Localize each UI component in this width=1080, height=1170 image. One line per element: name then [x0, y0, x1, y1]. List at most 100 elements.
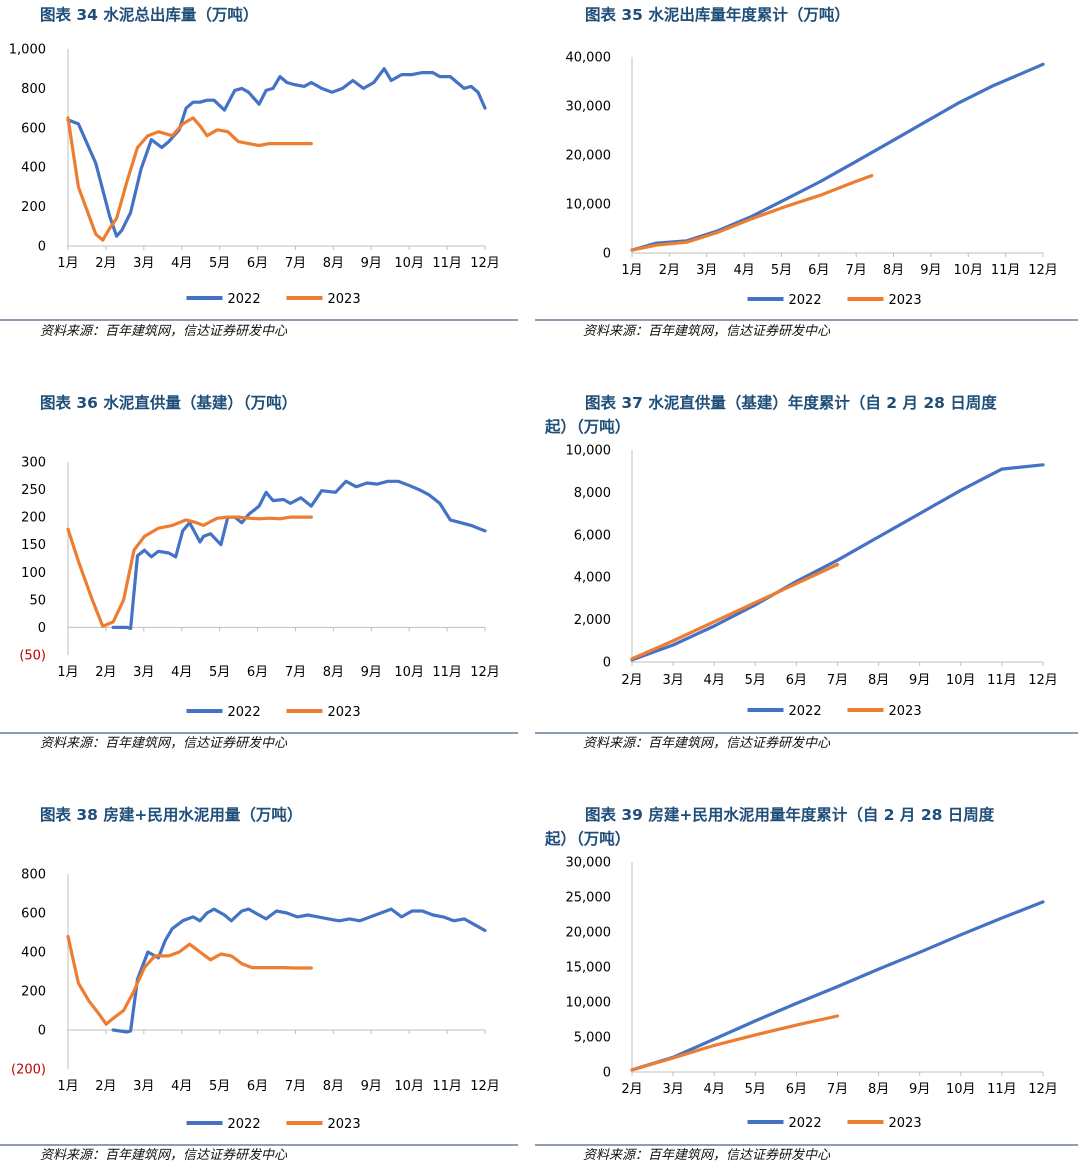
x-tick-label: 8月	[868, 673, 889, 688]
series-line-2022	[630, 900, 1045, 1072]
source-note: 资料来源：百年建筑网，信达证券研发中心	[40, 1148, 288, 1163]
y-tick-label: 1,000	[9, 43, 46, 58]
y-tick-label: 4,000	[574, 571, 611, 586]
y-tick-label: 800	[21, 82, 46, 97]
y-tick-label: 15,000	[566, 961, 612, 976]
y-tick-label: 0	[38, 621, 46, 636]
y-tick-label: 10,000	[566, 198, 612, 213]
x-tick-label: 5月	[745, 673, 766, 688]
legend-label-2022: 2022	[228, 1117, 261, 1132]
x-tick-label: 1月	[57, 256, 78, 271]
x-tick-label: 12月	[470, 1079, 500, 1094]
x-tick-label: 1月	[621, 263, 642, 278]
x-tick-label: 9月	[920, 263, 941, 278]
x-tick-label: 3月	[133, 665, 154, 680]
x-tick-label: 10月	[394, 665, 424, 680]
x-tick-label: 6月	[786, 673, 807, 688]
y-tick-label: 5,000	[574, 1031, 611, 1046]
y-tick-label: 0	[38, 1024, 46, 1039]
y-tick-label: 40,000	[566, 51, 612, 66]
x-tick-label: 11月	[987, 673, 1017, 688]
x-tick-label: 9月	[361, 256, 382, 271]
chart-title-cont: 起）（万吨）	[544, 829, 630, 848]
series-line-2023	[66, 934, 313, 1026]
series-line-2023	[630, 174, 874, 252]
x-tick-label: 11月	[987, 1082, 1017, 1097]
y-tick-label: 200	[21, 200, 46, 215]
chart-title: 图表 36 水泥直供量（基建）（万吨）	[40, 393, 297, 412]
legend-label-2023: 2023	[889, 704, 922, 719]
x-tick-label: 11月	[432, 1079, 462, 1094]
x-tick-label: 7月	[827, 1082, 848, 1097]
y-tick-label: 0	[603, 247, 611, 262]
x-tick-label: 7月	[846, 263, 867, 278]
x-tick-label: 4月	[171, 1079, 192, 1094]
chart-title: 图表 37 水泥直供量（基建）年度累计（自 2 月 28 日周度	[585, 393, 997, 412]
x-tick-label: 3月	[133, 256, 154, 271]
legend-label-2023: 2023	[328, 292, 361, 307]
y-tick-label: 150	[21, 538, 46, 553]
x-tick-label: 1月	[57, 665, 78, 680]
x-tick-label: 5月	[209, 256, 230, 271]
y-tick-label: 400	[21, 161, 46, 176]
series-line-2023	[630, 562, 840, 661]
y-tick-label: 25,000	[566, 891, 612, 906]
series-line-2023	[66, 116, 313, 242]
series-line-2023	[630, 1014, 840, 1072]
y-tick-label: 200	[21, 511, 46, 526]
legend-label-2022: 2022	[789, 1116, 822, 1131]
x-tick-label: 2月	[95, 256, 116, 271]
y-tick-label: 10,000	[566, 444, 612, 459]
x-tick-label: 7月	[285, 665, 306, 680]
x-tick-label: 7月	[285, 1079, 306, 1094]
chart-title-cont: 起）（万吨）	[544, 417, 630, 436]
legend-label-2023: 2023	[889, 1116, 922, 1131]
x-tick-label: 10月	[946, 1082, 976, 1097]
x-tick-label: 6月	[247, 256, 268, 271]
series-line-2022	[630, 62, 1045, 252]
x-tick-label: 4月	[704, 1082, 725, 1097]
y-tick-label: 100	[21, 566, 46, 581]
chart-title: 图表 34 水泥总出库量（万吨）	[40, 5, 258, 24]
x-tick-label: 9月	[361, 1079, 382, 1094]
x-tick-label: 9月	[909, 673, 930, 688]
x-tick-label: 4月	[171, 665, 192, 680]
series-line-2023	[66, 515, 313, 628]
y-tick-label: 600	[21, 907, 46, 922]
x-tick-label: 6月	[808, 263, 829, 278]
x-tick-label: 8月	[868, 1082, 889, 1097]
series-line-2022	[66, 67, 487, 238]
x-tick-label: 9月	[361, 665, 382, 680]
y-tick-label: 0	[603, 1066, 611, 1081]
x-tick-label: 3月	[662, 1082, 683, 1097]
x-tick-label: 2月	[95, 665, 116, 680]
legend-label-2022: 2022	[789, 293, 822, 308]
y-tick-label: 300	[21, 456, 46, 471]
x-tick-label: 8月	[883, 263, 904, 278]
y-tick-label: (50)	[19, 649, 46, 664]
x-tick-label: 11月	[432, 665, 462, 680]
x-tick-label: 6月	[247, 665, 268, 680]
x-tick-label: 9月	[909, 1082, 930, 1097]
x-tick-label: 5月	[745, 1082, 766, 1097]
x-tick-label: 12月	[1028, 263, 1058, 278]
chart-title: 图表 39 房建+民用水泥用量年度累计（自 2 月 28 日周度	[585, 805, 995, 824]
y-tick-label: 10,000	[566, 996, 612, 1011]
x-tick-label: 5月	[771, 263, 792, 278]
y-tick-label: 20,000	[566, 926, 612, 941]
x-tick-label: 7月	[285, 256, 306, 271]
y-tick-label: 600	[21, 121, 46, 136]
x-tick-label: 12月	[470, 256, 500, 271]
x-tick-label: 8月	[323, 256, 344, 271]
y-tick-label: 50	[29, 593, 46, 608]
legend-label-2023: 2023	[328, 1117, 361, 1132]
chart-panel-3: 图表 36 水泥直供量（基建）（万吨） (50) 0 50 100 150 200 250 30…	[0, 393, 518, 751]
source-note: 资料来源：百年建筑网，信达证券研发中心	[583, 736, 831, 751]
series-line-2022	[630, 463, 1045, 662]
y-tick-label: 400	[21, 946, 46, 961]
source-note: 资料来源：百年建筑网，信达证券研发中心	[583, 1148, 831, 1163]
chart-panel-4: 图表 37 水泥直供量（基建）年度累计（自 2 月 28 日周度起）（万吨）02…	[535, 393, 1078, 751]
x-tick-label: 3月	[133, 1079, 154, 1094]
x-tick-label: 3月	[696, 263, 717, 278]
